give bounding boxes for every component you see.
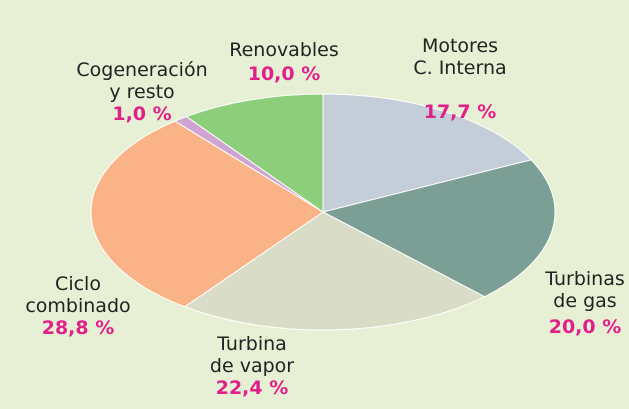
slice-label: Ciclo combinado [25, 273, 130, 317]
slice-label: Turbina de vapor [210, 333, 294, 377]
pie-slice [183, 211, 486, 331]
value-label: 1,0 % [112, 103, 171, 125]
value-label: 20,0 % [549, 316, 622, 338]
pie-slice [322, 93, 533, 213]
slice-label: Renovables [229, 39, 339, 61]
value-label: 22,4 % [216, 377, 289, 399]
slice-label: Motores C. Interna [413, 35, 506, 79]
pie-slice [185, 93, 324, 213]
slice-label: Cogeneración y resto [76, 59, 207, 103]
slice-label: Turbinas de gas [544, 268, 625, 312]
pie-slice [321, 159, 556, 298]
value-label: 17,7 % [424, 101, 497, 123]
pie-slice [90, 120, 324, 308]
value-label: 28,8 % [42, 317, 115, 339]
value-label: 10,0 % [248, 63, 321, 85]
